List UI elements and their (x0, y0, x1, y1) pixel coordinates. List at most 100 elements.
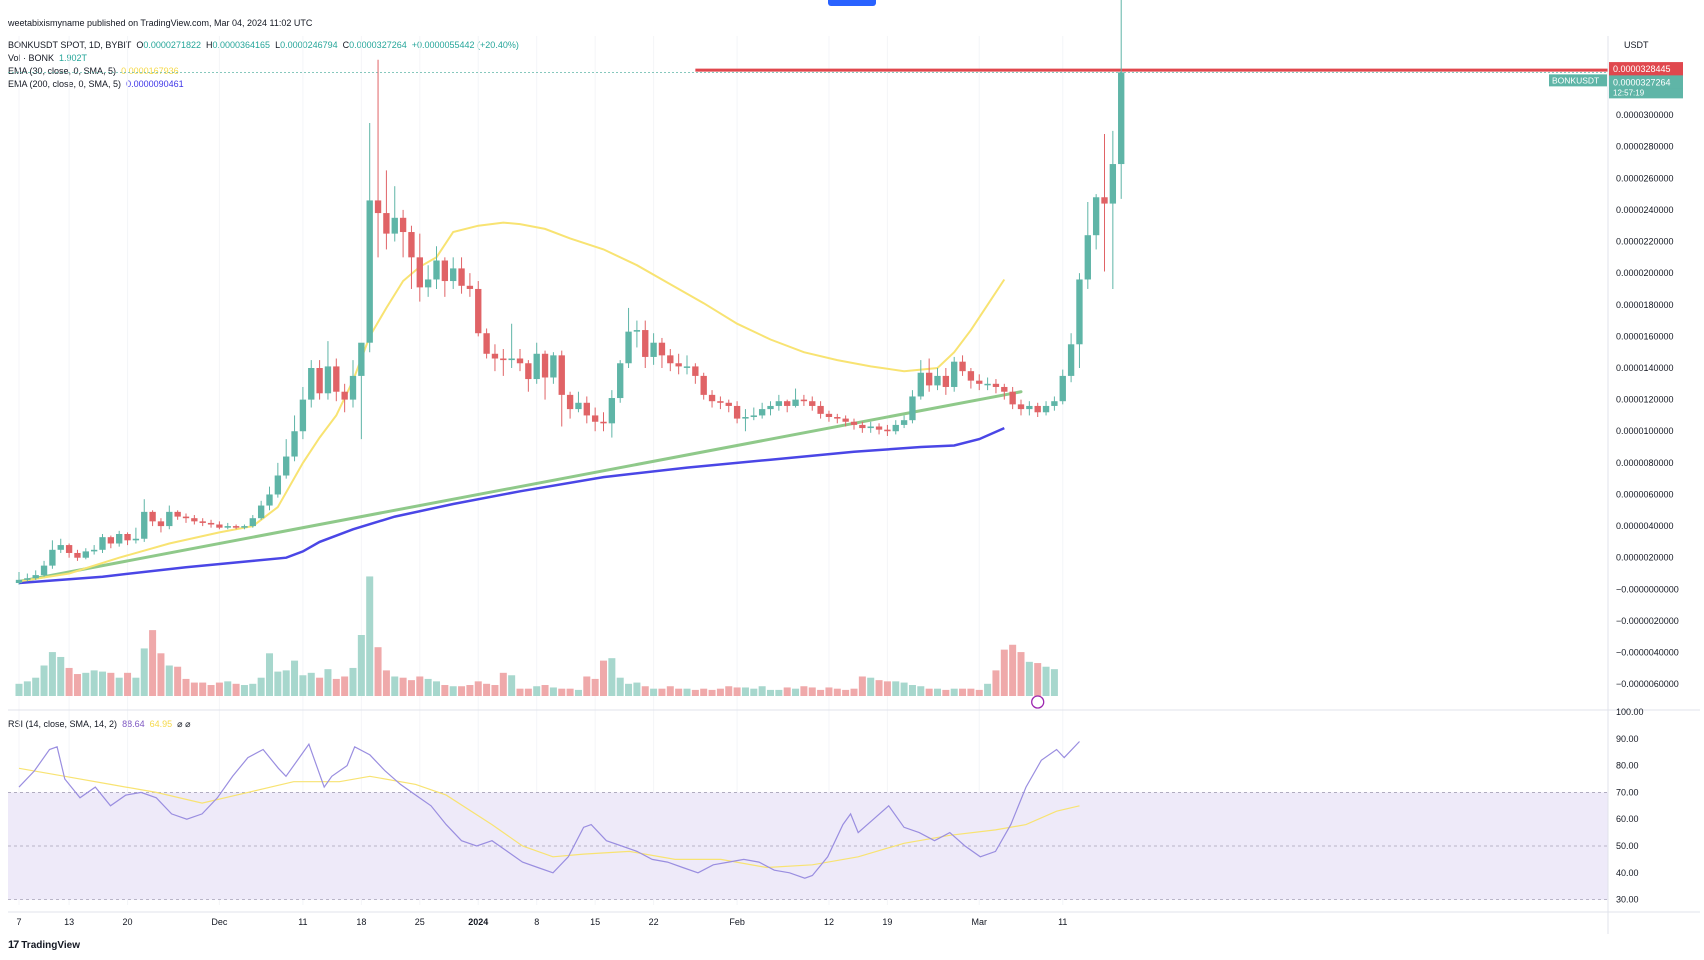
candle-body[interactable] (24, 578, 31, 580)
candle-body[interactable] (1042, 405, 1050, 413)
candle-body[interactable] (733, 405, 741, 419)
candle-body[interactable] (825, 413, 833, 418)
candle-body[interactable] (984, 383, 991, 386)
candle-body[interactable] (116, 534, 123, 544)
candle-body[interactable] (182, 516, 190, 519)
candle-body[interactable] (959, 361, 966, 372)
candle-body[interactable] (934, 375, 941, 386)
candle-body[interactable] (366, 200, 373, 343)
tradingview-logo[interactable]: 17 TradingView (8, 939, 80, 951)
candle-body[interactable] (992, 383, 1000, 387)
candle-body[interactable] (90, 549, 98, 552)
candle-body[interactable] (508, 358, 515, 361)
candle-body[interactable] (241, 526, 248, 528)
candle-body[interactable] (800, 399, 808, 402)
candle-body[interactable] (533, 353, 540, 380)
candle-body[interactable] (525, 363, 532, 380)
candle-body[interactable] (333, 366, 340, 392)
candle-body[interactable] (1001, 386, 1008, 392)
candle-body[interactable] (65, 545, 73, 553)
candle-body[interactable] (884, 429, 891, 432)
candle-body[interactable] (74, 552, 81, 558)
candle-body[interactable] (700, 375, 707, 395)
candle-body[interactable] (40, 565, 48, 576)
candle-body[interactable] (49, 549, 56, 566)
candle-body[interactable] (283, 456, 290, 476)
rsi-ma-line[interactable] (18, 767, 1080, 869)
candle-body[interactable] (516, 358, 524, 364)
candle-body[interactable] (541, 353, 549, 378)
candle-body[interactable] (466, 285, 474, 289)
candle-body[interactable] (199, 521, 206, 523)
candle-body[interactable] (767, 405, 774, 410)
candle-body[interactable] (591, 415, 599, 422)
candle-body[interactable] (391, 217, 398, 234)
candle-body[interactable] (817, 405, 824, 414)
candle-body[interactable] (1026, 405, 1033, 410)
candle-body[interactable] (491, 353, 499, 359)
candle-body[interactable] (408, 232, 415, 258)
candle-body[interactable] (658, 342, 666, 356)
candle-body[interactable] (909, 396, 916, 421)
candle-body[interactable] (809, 401, 816, 406)
publish-button[interactable] (828, 0, 876, 6)
candle-body[interactable] (374, 200, 382, 214)
candle-body[interactable] (758, 409, 766, 416)
candle-body[interactable] (324, 366, 332, 394)
trend-line[interactable] (17, 390, 1023, 583)
candle-body[interactable] (566, 394, 574, 410)
candle-body[interactable] (433, 260, 440, 280)
candle-body[interactable] (308, 368, 315, 400)
candle-body[interactable] (683, 366, 691, 368)
ema30-line[interactable] (18, 221, 1006, 583)
symbol-label[interactable]: BONKUSDT SPOT, 1D, BYBIT (8, 40, 132, 50)
candle-body[interactable] (216, 524, 223, 528)
candle-body[interactable] (917, 372, 924, 397)
rsi-legend[interactable]: RSI (14, close, SMA, 14, 2) 88.64 64.95 … (8, 719, 191, 730)
candle-body[interactable] (692, 366, 699, 376)
candle-body[interactable] (1101, 197, 1108, 204)
candle-body[interactable] (358, 342, 365, 376)
candle-body[interactable] (834, 417, 841, 419)
candle-body[interactable] (32, 575, 39, 579)
candle-body[interactable] (475, 288, 482, 334)
candle-body[interactable] (600, 421, 607, 424)
candle-body[interactable] (717, 401, 724, 403)
candle-body[interactable] (107, 537, 115, 544)
ema30-legend[interactable]: EMA (30, close, 0, SMA, 5) 0.0000167936 (8, 66, 179, 77)
candle-body[interactable] (383, 213, 390, 234)
candle-body[interactable] (82, 551, 89, 558)
candle-body[interactable] (792, 399, 799, 406)
candle-body[interactable] (784, 401, 791, 406)
candle-body[interactable] (633, 330, 641, 332)
candle-body[interactable] (1118, 72, 1125, 165)
candle-body[interactable] (1017, 404, 1025, 410)
candle-body[interactable] (1084, 235, 1091, 280)
candle-body[interactable] (299, 399, 307, 432)
candle-body[interactable] (1076, 279, 1083, 345)
candle-body[interactable] (575, 402, 582, 410)
candle-body[interactable] (742, 417, 749, 419)
candle-body[interactable] (708, 394, 716, 402)
rsi-line[interactable] (18, 741, 1080, 879)
ema200-legend[interactable]: EMA (200, close, 0, SMA, 5) 0.0000090461 (8, 79, 184, 90)
candle-body[interactable] (483, 333, 490, 354)
candle-body[interactable] (850, 421, 858, 425)
candle-body[interactable] (976, 380, 983, 384)
candle-body[interactable] (291, 431, 298, 457)
ema200-line[interactable] (18, 426, 1005, 585)
candle-body[interactable] (257, 505, 265, 519)
candle-body[interactable] (207, 522, 215, 525)
candle-body[interactable] (867, 426, 874, 429)
candle-body[interactable] (1059, 375, 1066, 402)
candle-body[interactable] (399, 217, 407, 233)
candle-body[interactable] (132, 538, 140, 541)
candle-body[interactable] (1092, 197, 1100, 236)
candle-body[interactable] (583, 402, 590, 416)
candle-body[interactable] (650, 342, 657, 357)
candle-body[interactable] (725, 402, 732, 406)
candle-body[interactable] (550, 355, 557, 378)
candle-body[interactable] (750, 415, 757, 418)
candle-body[interactable] (1067, 344, 1075, 376)
candle-body[interactable] (558, 355, 565, 395)
